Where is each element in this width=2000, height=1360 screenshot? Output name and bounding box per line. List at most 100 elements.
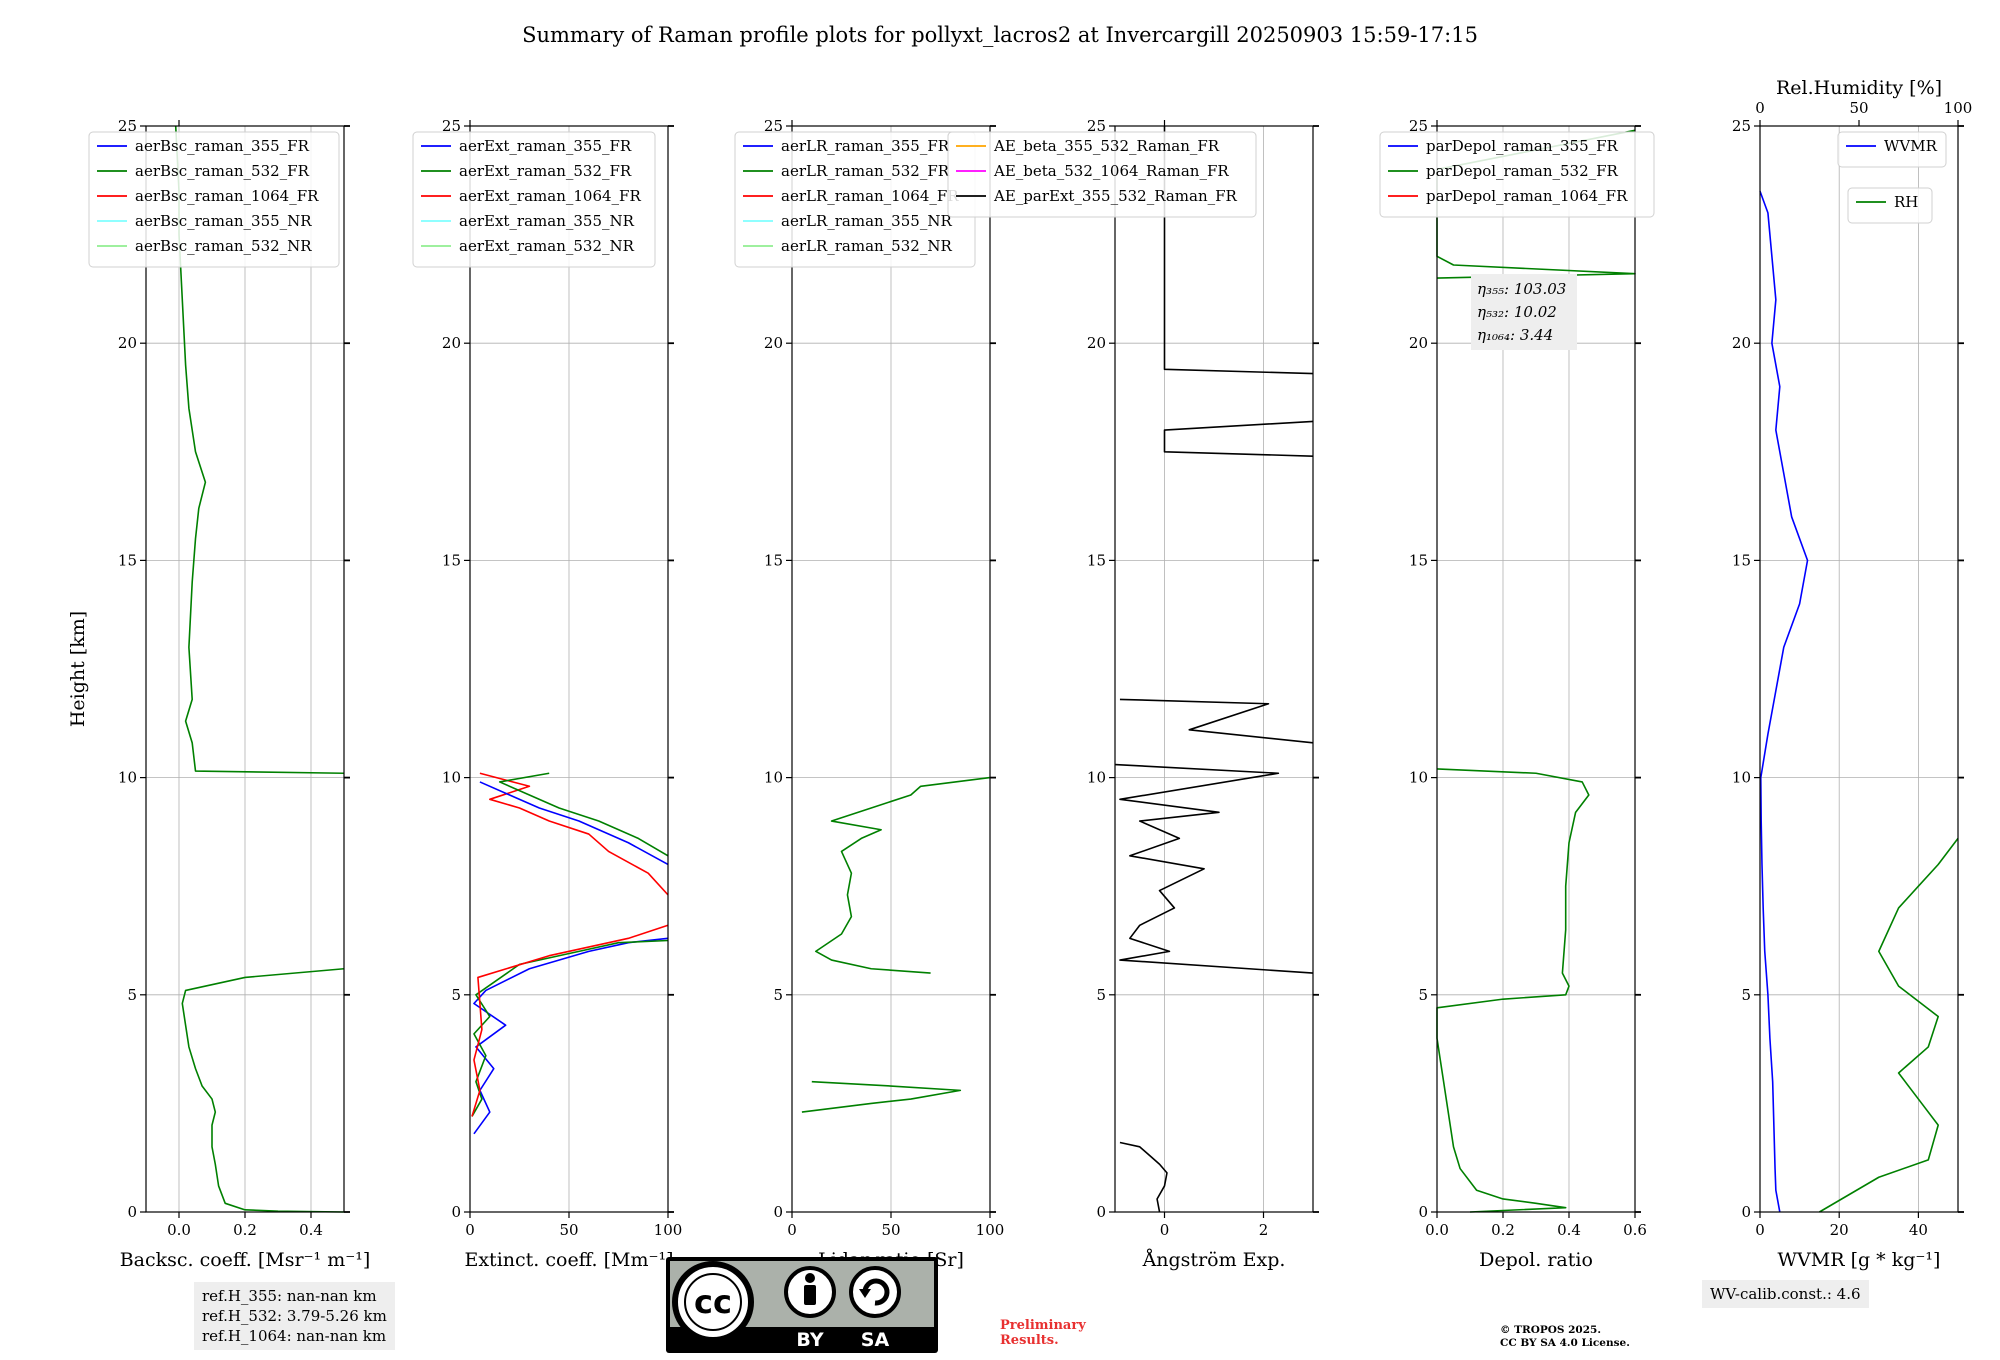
x-tick-label: 0.0 bbox=[1425, 1221, 1449, 1239]
series-line-aerExt_raman_1064_FR_upper bbox=[479, 772, 669, 896]
figure-title: Summary of Raman profile plots for polly… bbox=[522, 23, 1478, 47]
legend-label: aerBsc_raman_532_NR bbox=[135, 237, 312, 255]
legend: aerLR_raman_355_FR aerLR_raman_532_FR aerL… bbox=[734, 131, 976, 268]
y-tick-label: 10 bbox=[1732, 769, 1751, 787]
legend-label: parDepol_raman_532_FR bbox=[1426, 162, 1619, 180]
x-axis-label: WVMR [g * kg⁻¹] bbox=[1778, 1249, 1941, 1271]
eta-value: η₅₃₂: 10.02 bbox=[1477, 303, 1557, 321]
y-tick-label: 25 bbox=[442, 117, 461, 135]
panel-extinction: 0 5 10 15 20 25 0 50 100 Extinct. coeff. [Mm⁻¹] ae… bbox=[412, 117, 683, 1271]
top-x-tick-label: 50 bbox=[1849, 99, 1868, 117]
y-tick-label: 0 bbox=[1096, 1203, 1106, 1221]
legend-secondary: RH bbox=[1847, 187, 1933, 224]
panel-backscatter: 0 5 10 15 20 25 0.0 0.2 0.4 Backsc. coeff. [Msr⁻¹… bbox=[67, 117, 370, 1271]
preliminary-line-1: Preliminary bbox=[1000, 1318, 1086, 1333]
y-tick-label: 15 bbox=[764, 551, 783, 569]
legend-label: parDepol_raman_355_FR bbox=[1426, 137, 1619, 155]
ref-height-532: ref.H_532: 3.79-5.26 km bbox=[202, 1307, 387, 1325]
legend-label: parDepol_raman_1064_FR bbox=[1426, 187, 1628, 205]
x-tick-label: 50 bbox=[559, 1221, 578, 1239]
legend-label: aerExt_raman_355_NR bbox=[459, 212, 635, 230]
x-axis-label: Extinct. coeff. [Mm⁻¹] bbox=[464, 1249, 673, 1271]
series-line-aerExt_raman_1064_FR bbox=[471, 924, 669, 1117]
cc-label: cc bbox=[694, 1283, 732, 1321]
x-tick-label: 0 bbox=[465, 1221, 475, 1239]
y-tick-label: 15 bbox=[1409, 551, 1428, 569]
y-tick-label: 0 bbox=[773, 1203, 783, 1221]
panel-lidar_ratio: 0510152025050100Lidar ratio [Sr]aerLR_ra… bbox=[734, 117, 1005, 1271]
y-tick-label: 10 bbox=[1409, 769, 1428, 787]
y-tick-label: 15 bbox=[1732, 551, 1751, 569]
legend-label: aerExt_raman_532_NR bbox=[459, 237, 635, 255]
y-tick-label: 10 bbox=[118, 769, 137, 787]
eta-value: η₁₀₆₄: 3.44 bbox=[1477, 326, 1553, 344]
x-tick-label: 20 bbox=[1830, 1221, 1849, 1239]
top-x-tick-label: 0 bbox=[1755, 99, 1765, 117]
y-tick-label: 10 bbox=[442, 769, 461, 787]
y-tick-label: 25 bbox=[1409, 117, 1428, 135]
copyright-line-2: CC BY SA 4.0 License. bbox=[1500, 1337, 1630, 1349]
series-line-aerExt_raman_532_FR bbox=[471, 939, 669, 1117]
legend-label: aerBsc_raman_1064_FR bbox=[135, 187, 319, 205]
legend: aerExt_raman_355_FR aerExt_raman_532_FRae… bbox=[412, 131, 656, 268]
legend: aerBsc_raman_355_FR aerBsc_raman_532_FRae… bbox=[88, 131, 340, 268]
y-tick-label: 5 bbox=[451, 986, 461, 1004]
legend-label: aerBsc_raman_532_FR bbox=[135, 162, 310, 180]
series-line-aerExt_raman_532_FR_upper bbox=[498, 772, 669, 857]
series-line-AE_parExt_355_532_Raman_FR_mid bbox=[1114, 763, 1314, 974]
legend-frame bbox=[88, 131, 340, 268]
legend-label: RH bbox=[1894, 193, 1918, 211]
x-tick-label: 0 bbox=[787, 1221, 797, 1239]
cc-by-sa-logo: cc BY SA bbox=[666, 1257, 938, 1353]
legend-label: aerBsc_raman_355_FR bbox=[135, 137, 310, 155]
y-tick-label: 5 bbox=[1741, 986, 1751, 1004]
by-label: BY bbox=[796, 1329, 823, 1351]
series-line-aerLR_raman_532_FR_low bbox=[801, 1080, 962, 1113]
x-tick-label: 50 bbox=[881, 1221, 900, 1239]
legend-label: AE_parExt_355_532_Raman_FR bbox=[993, 187, 1238, 205]
x-tick-label: 0 bbox=[1160, 1221, 1170, 1239]
series-line-AE_parExt_355_532_Raman_FR_cloud bbox=[1119, 698, 1314, 744]
legend-label: aerLR_raman_532_NR bbox=[781, 237, 952, 255]
legend-label: AE_beta_532_1064_Raman_FR bbox=[993, 162, 1229, 180]
series-line-aerBsc_raman_532_FR bbox=[181, 967, 345, 1213]
panel-depolarization: 0 5 10 15 20 25 0.0 0.2 0.4 0.6 Depol. ratio parDep… bbox=[1379, 117, 1655, 1271]
x-tick-label: 100 bbox=[976, 1221, 1005, 1239]
top-x-tick-label: 100 bbox=[1944, 99, 1973, 117]
legend-frame bbox=[1379, 131, 1655, 218]
legend-label: aerLR_raman_532_FR bbox=[781, 162, 950, 180]
series-line-parDepol_raman_532_FR bbox=[1436, 768, 1590, 1213]
x-tick-label: 100 bbox=[654, 1221, 683, 1239]
y-tick-label: 25 bbox=[1087, 117, 1106, 135]
x-tick-label: 0.2 bbox=[233, 1221, 257, 1239]
ref-height-1064: ref.H_1064: nan-nan km bbox=[202, 1327, 387, 1345]
legend-label: AE_beta_355_532_Raman_FR bbox=[993, 137, 1220, 155]
copyright-note: © TROPOS 2025. CC BY SA 4.0 License. bbox=[1500, 1324, 1630, 1350]
y-tick-label: 15 bbox=[118, 551, 137, 569]
y-tick-label: 20 bbox=[1409, 334, 1428, 352]
legend-label: aerBsc_raman_355_NR bbox=[135, 212, 312, 230]
y-tick-label: 0 bbox=[451, 1203, 461, 1221]
x-tick-label: 0.6 bbox=[1623, 1221, 1647, 1239]
series-line-AE_parExt_355_532_Raman_FR_low bbox=[1119, 1141, 1168, 1213]
y-tick-label: 25 bbox=[1732, 117, 1751, 135]
y-axis-label: Height [km] bbox=[67, 611, 89, 727]
series-line-RH bbox=[1818, 837, 1959, 1213]
legend: AE_beta_355_532_Raman_FR AE_beta_532_1064… bbox=[947, 131, 1257, 218]
y-tick-label: 5 bbox=[1418, 986, 1428, 1004]
y-tick-label: 10 bbox=[1087, 769, 1106, 787]
preliminary-results-note: Preliminary Results. bbox=[1000, 1318, 1086, 1348]
x-tick-label: 0.4 bbox=[299, 1221, 323, 1239]
y-tick-label: 20 bbox=[764, 334, 783, 352]
legend-label: aerExt_raman_1064_FR bbox=[459, 187, 641, 205]
eta-value: η₃₅₅: 103.03 bbox=[1477, 280, 1566, 298]
x-tick-label: 0 bbox=[1755, 1221, 1765, 1239]
y-tick-label: 20 bbox=[1732, 334, 1751, 352]
axes-frame bbox=[1436, 125, 1636, 1213]
y-tick-label: 5 bbox=[1096, 986, 1106, 1004]
ref-height-355: ref.H_355: nan-nan km bbox=[202, 1287, 377, 1305]
x-tick-label: 0.0 bbox=[167, 1221, 191, 1239]
y-tick-label: 0 bbox=[1741, 1203, 1751, 1221]
